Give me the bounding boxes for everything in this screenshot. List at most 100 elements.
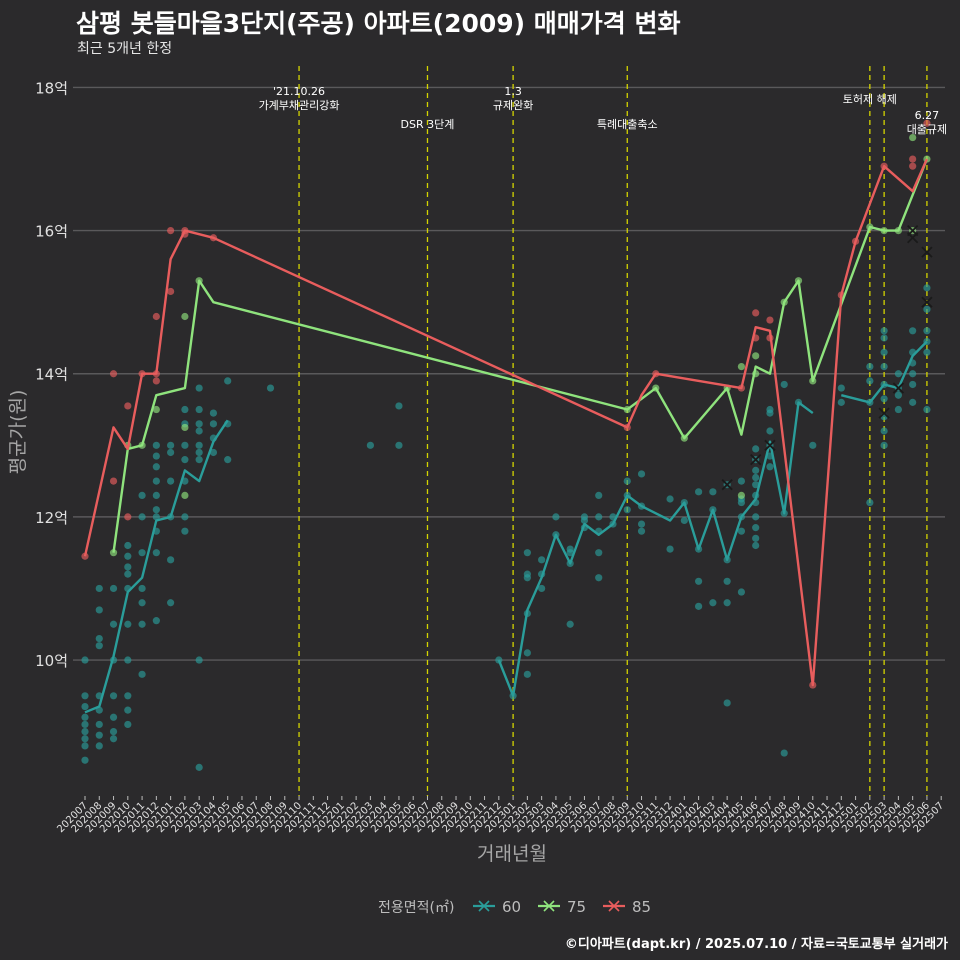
data-point-60 xyxy=(723,699,731,707)
data-point-60 xyxy=(523,649,531,657)
data-point-60 xyxy=(538,556,546,564)
data-point-60 xyxy=(637,520,646,528)
data-point-60 xyxy=(709,599,717,607)
data-point-60 xyxy=(81,727,89,736)
data-point-60 xyxy=(766,427,774,435)
data-point-60 xyxy=(523,549,531,557)
data-point-60 xyxy=(395,441,403,449)
data-point-75 xyxy=(152,405,160,414)
legend-label: 60 xyxy=(502,898,521,916)
event-label: '21.10.26 xyxy=(273,85,325,98)
data-point-60 xyxy=(81,702,89,711)
data-point-85 xyxy=(109,477,118,485)
data-point-60 xyxy=(181,405,189,414)
data-point-60 xyxy=(923,348,931,356)
data-point-60 xyxy=(909,380,917,389)
data-point-60 xyxy=(181,527,189,535)
data-point-60 xyxy=(923,305,931,313)
data-point-60 xyxy=(195,763,203,771)
data-point-60 xyxy=(637,527,646,535)
legend-title: 전용면적(㎡) xyxy=(378,900,454,916)
series-line-75 xyxy=(112,158,929,553)
event-label: 규제완화 xyxy=(493,99,533,112)
data-point-60 xyxy=(566,545,574,553)
cross-marker-85 xyxy=(921,246,933,258)
cross-marker-60 xyxy=(764,439,776,451)
data-point-60 xyxy=(880,362,888,371)
data-point-60 xyxy=(880,327,888,335)
cross-markers xyxy=(721,224,933,491)
data-point-60 xyxy=(195,448,203,457)
data-point-60 xyxy=(737,527,746,535)
data-point-60 xyxy=(366,441,374,449)
legend-swatch-cross xyxy=(608,900,620,912)
cross-marker-60 xyxy=(878,407,890,419)
data-point-60 xyxy=(637,470,646,478)
data-point-60 xyxy=(538,584,546,593)
data-point-60 xyxy=(523,670,531,678)
data-point-60 xyxy=(752,466,760,474)
legend: 전용면적(㎡) 60 75 85 xyxy=(378,898,651,916)
data-point-60 xyxy=(523,570,531,578)
data-point-85 xyxy=(81,552,89,560)
data-point-85 xyxy=(909,162,917,170)
data-point-60 xyxy=(866,498,874,507)
data-point-60 xyxy=(81,656,89,664)
data-point-60 xyxy=(81,692,89,700)
legend-swatch-cross xyxy=(543,900,555,912)
data-point-60 xyxy=(752,534,760,542)
data-point-60 xyxy=(167,441,175,449)
data-point-60 xyxy=(109,727,118,736)
data-point-60 xyxy=(766,405,774,414)
grid-layer xyxy=(73,86,945,661)
y-tick-label: 12억 xyxy=(35,509,68,527)
data-point-85 xyxy=(766,316,774,324)
axes: 거래년월 평균가(원) 10억12억14억16억18억2020072020082… xyxy=(7,79,946,865)
event-lines xyxy=(298,66,928,796)
event-label: 대출규제 xyxy=(907,123,947,136)
data-point-60 xyxy=(95,606,103,614)
data-point-60 xyxy=(95,742,103,750)
data-point-60 xyxy=(580,513,589,521)
data-point-60 xyxy=(195,656,203,664)
data-point-60 xyxy=(780,749,788,757)
data-point-60 xyxy=(152,513,160,521)
data-point-60 xyxy=(880,395,888,403)
cross-marker-60 xyxy=(892,382,905,394)
event-label: 가계부채관리강화 xyxy=(259,99,340,112)
data-point-60 xyxy=(152,506,160,514)
data-point-60 xyxy=(195,441,203,449)
data-point-60 xyxy=(780,380,788,389)
data-point-60 xyxy=(109,735,118,743)
data-point-60 xyxy=(266,384,275,392)
data-point-60 xyxy=(894,370,902,378)
data-point-60 xyxy=(752,445,760,453)
data-point-75 xyxy=(752,352,760,360)
data-point-60 xyxy=(752,513,760,521)
y-tick-label: 18억 xyxy=(35,79,68,97)
data-point-60 xyxy=(723,577,731,585)
series-lines xyxy=(83,158,929,714)
data-point-60 xyxy=(109,692,118,700)
data-point-75 xyxy=(181,491,189,500)
data-point-60 xyxy=(138,670,146,678)
y-tick-label: 10억 xyxy=(35,652,68,670)
data-point-60 xyxy=(880,441,888,449)
data-point-85 xyxy=(909,155,917,163)
data-point-60 xyxy=(737,477,746,485)
data-point-85 xyxy=(167,227,175,235)
data-point-60 xyxy=(737,588,746,596)
data-point-60 xyxy=(95,584,103,593)
data-point-60 xyxy=(152,452,160,460)
data-point-60 xyxy=(923,405,931,414)
data-point-60 xyxy=(666,545,674,553)
data-point-60 xyxy=(224,456,232,464)
data-point-60 xyxy=(152,477,160,485)
x-axis-title: 거래년월 xyxy=(477,843,547,865)
data-point-60 xyxy=(138,549,146,557)
data-point-60 xyxy=(195,384,203,392)
data-point-60 xyxy=(195,427,203,435)
cross-marker-60 xyxy=(921,296,933,308)
scatter-points xyxy=(81,119,931,771)
y-axis-title: 평균가(원) xyxy=(7,390,29,475)
